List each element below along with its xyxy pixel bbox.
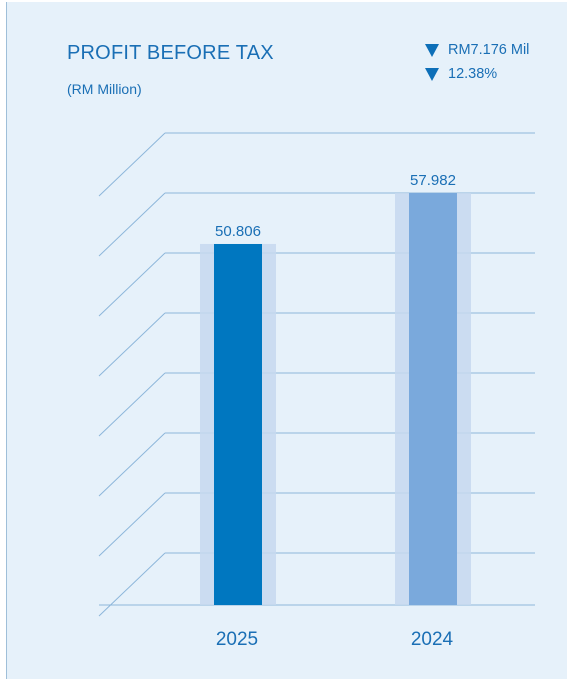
change-amount: RM7.176 Mil (425, 42, 529, 58)
triangle-down-icon (425, 67, 439, 81)
change-amount-text: RM7.176 Mil (448, 42, 530, 58)
chart-subtitle: (RM Million) (67, 81, 142, 97)
grid-diagonal (98, 252, 166, 317)
bar-2024 (409, 193, 457, 605)
triangle-down-icon (425, 43, 439, 57)
chart-title: PROFIT BEFORE TAX (67, 42, 274, 64)
grid-diagonal (98, 432, 166, 497)
grid-diagonal (98, 492, 166, 557)
grid-diagonal (98, 132, 166, 197)
grid-diagonal (98, 312, 166, 377)
chart-card: PROFIT BEFORE TAX (RM Million) (6, 2, 567, 679)
category-label-2024: 2024 (411, 629, 454, 650)
grid-diagonal (98, 192, 166, 257)
data-label-2025: 50.806 (215, 223, 261, 240)
grid-diagonal (98, 372, 166, 437)
category-label-2025: 2025 (216, 629, 258, 650)
bar-2025 (214, 243, 262, 605)
grid-diagonal (98, 552, 166, 617)
change-percent-text: 12.38% (448, 66, 498, 82)
change-percent: 12.38% (425, 66, 497, 82)
data-label-2024: 57.982 (410, 172, 456, 189)
